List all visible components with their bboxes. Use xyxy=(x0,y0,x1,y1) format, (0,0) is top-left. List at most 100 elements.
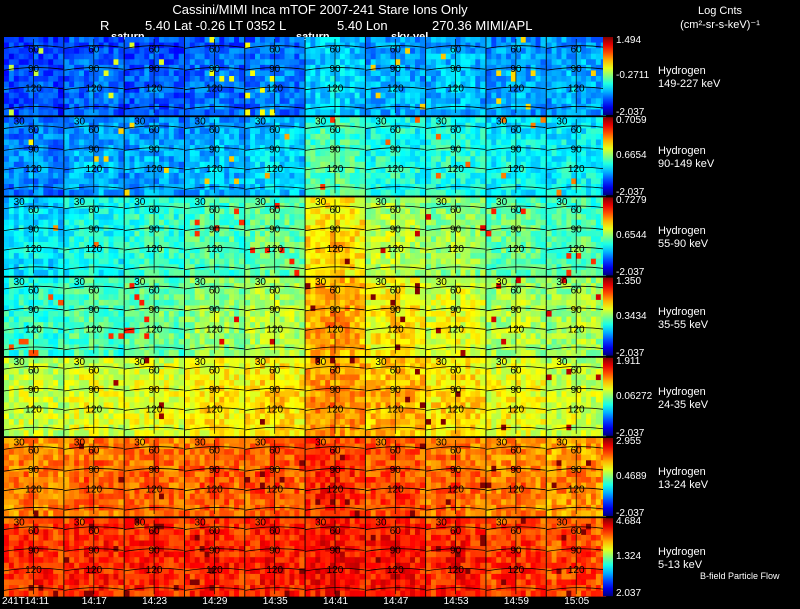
pixel-cell xyxy=(480,241,486,248)
pixel-cell xyxy=(58,236,64,243)
pixel-cell xyxy=(74,236,80,243)
pixel-cell xyxy=(586,161,592,168)
pixel-cell xyxy=(475,92,481,99)
pixel-cell xyxy=(435,189,442,196)
pixel-cell xyxy=(124,269,130,276)
pixel-cell xyxy=(349,37,356,43)
pixel-cell xyxy=(129,139,135,146)
pixel-cell xyxy=(330,269,336,276)
pixel-cell xyxy=(159,139,165,146)
pixel-cell xyxy=(566,76,572,82)
pixel-cell xyxy=(450,208,456,215)
pixel-cell xyxy=(245,236,251,243)
pixel-cell xyxy=(419,42,426,49)
pixel-cell xyxy=(139,139,145,146)
pixel-cell xyxy=(375,253,381,260)
pixel-cell xyxy=(129,236,135,243)
pixel-cell xyxy=(486,53,492,60)
pixel-cell xyxy=(163,253,170,260)
pixel-cell xyxy=(38,53,44,60)
pixel-cell xyxy=(405,76,411,82)
pixel-cell xyxy=(33,59,39,66)
pixel-cell xyxy=(335,236,341,243)
pixel-cell xyxy=(173,258,180,265)
pixel-cell xyxy=(204,109,210,116)
pixel-cell xyxy=(325,189,331,196)
pixel-cell xyxy=(551,156,557,163)
contour-label: 60 xyxy=(269,205,281,216)
pixel-cell xyxy=(405,98,411,105)
pixel-cell xyxy=(535,184,541,191)
pixel-cell xyxy=(234,197,240,204)
pixel-cell xyxy=(320,230,326,237)
pixel-cell xyxy=(13,133,20,140)
pixel-cell xyxy=(385,37,391,43)
pixel-cell xyxy=(98,197,105,204)
pixel-cell xyxy=(23,37,29,43)
pixel-cell xyxy=(375,189,381,196)
pixel-cell xyxy=(320,150,326,157)
pixel-cell xyxy=(431,42,437,49)
pixel-cell xyxy=(189,53,196,60)
pixel-cell xyxy=(269,53,276,60)
pixel-cell xyxy=(310,258,316,265)
pixel-cell xyxy=(124,128,130,135)
pixel-cell xyxy=(385,128,391,135)
contour-label: 60 xyxy=(149,205,161,216)
pixel-cell xyxy=(134,117,140,124)
pixel-cell xyxy=(74,139,80,146)
pixel-cell xyxy=(395,178,401,185)
pixel-cell xyxy=(134,133,140,140)
pixel-cell xyxy=(103,230,109,237)
pixel-cell xyxy=(289,117,295,124)
pixel-cell xyxy=(234,172,240,179)
pixel-cell xyxy=(184,269,191,276)
pixel-cell xyxy=(178,81,184,88)
pixel-cell xyxy=(168,122,175,129)
pixel-cell xyxy=(93,117,100,124)
pixel-cell xyxy=(118,167,124,174)
pixel-cell xyxy=(194,241,201,248)
pixel-cell xyxy=(335,133,341,140)
pixel-cell xyxy=(475,81,481,88)
pixel-cell xyxy=(69,189,75,196)
pixel-cell xyxy=(4,103,10,110)
pixel-cell xyxy=(440,59,447,66)
pixel-cell xyxy=(470,189,476,196)
pixel-cell xyxy=(535,161,541,168)
pixel-cell xyxy=(48,98,54,105)
pixel-cell xyxy=(245,219,251,226)
pixel-cell xyxy=(294,139,300,146)
pixel-cell xyxy=(405,189,411,196)
pixel-cell xyxy=(173,87,180,94)
pixel-cell xyxy=(163,161,170,168)
pixel-cell xyxy=(576,98,582,105)
pixel-cell xyxy=(419,48,426,55)
pixel-cell xyxy=(359,109,365,116)
pixel-cell xyxy=(13,122,20,129)
pixel-cell xyxy=(83,241,90,248)
pixel-cell xyxy=(445,48,452,55)
pixel-cell xyxy=(595,167,602,174)
pixel-cell xyxy=(53,247,59,254)
pixel-cell xyxy=(4,230,10,237)
pixel-cell xyxy=(426,264,432,271)
pixel-cell xyxy=(245,161,251,168)
pixel-cell xyxy=(289,59,295,66)
pixel-cell xyxy=(28,197,34,204)
pixel-cell xyxy=(440,253,447,260)
pixel-cell xyxy=(475,59,481,66)
pixel-cell xyxy=(250,128,256,135)
pixel-cell xyxy=(184,247,191,254)
pixel-cell xyxy=(305,167,311,174)
pixel-cell xyxy=(255,145,261,152)
pixel-cell xyxy=(581,53,587,60)
pixel-cell xyxy=(349,167,356,174)
pixel-cell xyxy=(465,37,471,43)
pixel-cell xyxy=(134,167,140,174)
pixel-cell xyxy=(294,184,300,191)
pixel-cell xyxy=(69,161,75,168)
pixel-cell xyxy=(315,98,321,105)
pixel-cell xyxy=(561,87,567,94)
